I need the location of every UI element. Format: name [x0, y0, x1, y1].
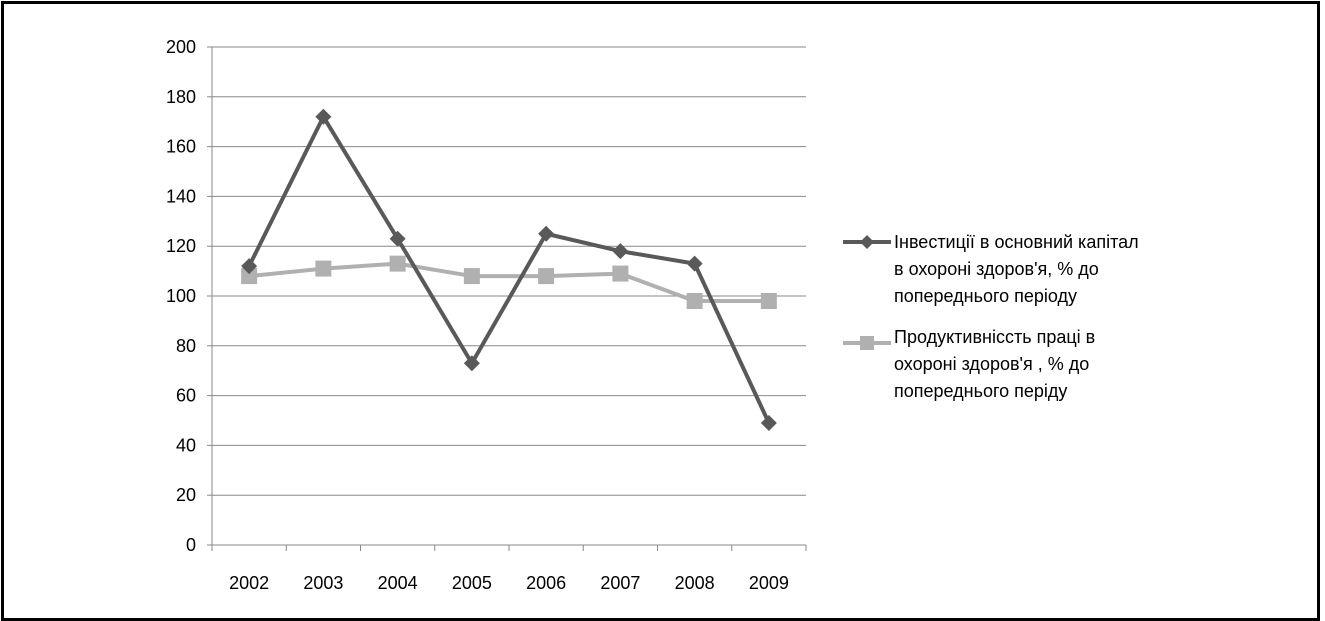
- legend-marker-diamond: [860, 235, 874, 249]
- y-tick-label: 0: [186, 535, 196, 555]
- x-tick-label: 2003: [303, 573, 343, 593]
- legend: Інвестиції в основний капітал в охороні …: [894, 229, 1224, 405]
- data-point-diamond: [538, 225, 555, 242]
- legend-marker-square: [860, 336, 874, 350]
- x-tick-label: 2005: [452, 573, 492, 593]
- y-tick-label: 40: [176, 435, 196, 455]
- legend-entry-2: Продуктивнісcть праці в охороні здоров'я…: [894, 324, 1224, 405]
- y-tick-label: 160: [166, 137, 196, 157]
- data-point-diamond: [389, 230, 406, 247]
- legend-label-line: охороні здоров'я , % до: [894, 354, 1090, 374]
- data-point-square: [463, 268, 480, 285]
- y-tick-label: 80: [176, 336, 196, 356]
- data-point-diamond: [760, 414, 777, 431]
- data-point-square: [389, 255, 406, 272]
- legend-entry-1: Інвестиції в основний капітал в охороні …: [894, 229, 1224, 310]
- data-point-square: [612, 265, 629, 282]
- legend-label-line: Продуктивнісcть праці в: [894, 327, 1096, 347]
- data-point-diamond: [315, 108, 332, 125]
- data-point-square: [241, 268, 258, 285]
- legend-label-line: в охороні здоров'я, % до: [894, 259, 1099, 279]
- series-line: [248, 261, 769, 303]
- y-tick-label: 180: [166, 87, 196, 107]
- series-line: [247, 114, 771, 424]
- y-tick-label: 20: [176, 485, 196, 505]
- x-tick-label: 2006: [526, 573, 566, 593]
- data-point-diamond: [241, 258, 258, 275]
- data-point-square: [686, 292, 703, 309]
- data-point-square: [315, 260, 332, 277]
- data-point-diamond: [612, 243, 629, 260]
- legend-label-line: попереднього періду: [894, 381, 1068, 401]
- y-tick-label: 200: [166, 37, 196, 57]
- data-point-diamond: [463, 355, 480, 372]
- y-tick-label: 60: [176, 386, 196, 406]
- x-tick-label: 2002: [229, 573, 269, 593]
- data-point-square: [760, 292, 777, 309]
- x-tick-label: 2004: [378, 573, 418, 593]
- x-tick-label: 2007: [600, 573, 640, 593]
- x-tick-label: 2009: [749, 573, 789, 593]
- y-tick-label: 100: [166, 286, 196, 306]
- y-tick-label: 120: [166, 236, 196, 256]
- data-point-diamond: [686, 255, 703, 272]
- y-tick-label: 140: [166, 186, 196, 206]
- data-point-square: [538, 268, 555, 285]
- legend-label-line: Інвестиції в основний капітал: [894, 232, 1139, 252]
- legend-label-line: попереднього періоду: [894, 286, 1078, 306]
- x-tick-label: 2008: [675, 573, 715, 593]
